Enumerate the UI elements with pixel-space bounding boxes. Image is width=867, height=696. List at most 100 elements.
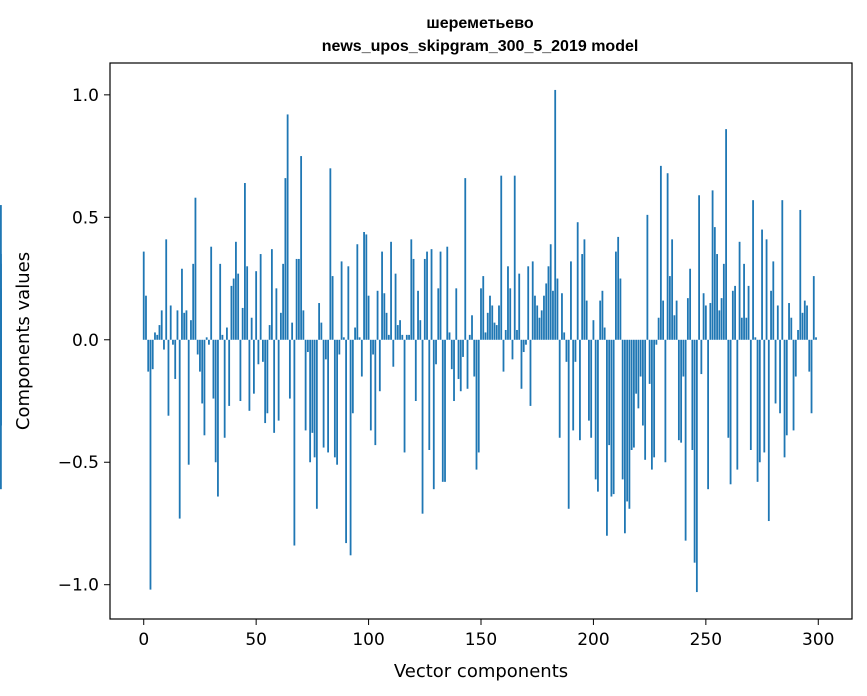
bar-component-165 <box>513 175 516 340</box>
bar-component-64 <box>286 114 289 340</box>
bar-component-146 <box>471 315 473 340</box>
bar-component-220 <box>637 339 640 409</box>
bar-component-143 <box>464 178 467 340</box>
bar-component-241 <box>684 339 687 541</box>
bar-component-175 <box>536 305 539 340</box>
bar-component-188 <box>565 339 568 362</box>
bar-component-2 <box>147 339 150 372</box>
bar-component-278 <box>767 339 770 522</box>
bar-component-233 <box>666 173 669 340</box>
bar-component-265 <box>738 241 741 340</box>
bar-component-28 <box>205 337 208 340</box>
bar-component-227 <box>653 339 656 458</box>
bar-component-244 <box>691 339 694 450</box>
bar-component-63 <box>284 178 287 340</box>
bar-component-10 <box>165 239 168 340</box>
bar-component-149 <box>477 339 480 453</box>
bar-component-69 <box>297 258 300 340</box>
bar-component-96 <box>358 337 361 340</box>
bar-component-263 <box>734 285 736 340</box>
bar-component-217 <box>630 339 633 450</box>
x-tick-label: 150 <box>465 630 497 650</box>
bar-component-242 <box>686 298 689 340</box>
bar-component-171 <box>527 266 530 340</box>
bar-component-184 <box>556 278 559 340</box>
bar-component-179 <box>545 283 548 340</box>
bar-component-237 <box>675 300 678 340</box>
bar-component-79 <box>320 322 323 340</box>
bar-component-43 <box>239 339 242 402</box>
bar-component-229 <box>657 317 660 340</box>
bar-component-187 <box>563 332 566 340</box>
bar-component-191 <box>572 339 575 431</box>
bar-component-142 <box>462 339 464 357</box>
bar-component-85 <box>333 339 336 458</box>
bar-component-260 <box>727 339 730 438</box>
bar-component-29 <box>208 339 210 345</box>
bar-component-257 <box>720 298 723 340</box>
bar-component-56 <box>268 325 271 340</box>
bar-component-46 <box>246 266 249 340</box>
chart-title-line-2: news_upos_skipgram_300_5_2019 model <box>322 38 639 55</box>
bar-component-209 <box>612 339 615 495</box>
bar-component-137 <box>450 339 453 370</box>
x-tick-label: 200 <box>577 630 609 650</box>
bar-component-273 <box>756 339 759 482</box>
bar-component-197 <box>585 300 588 340</box>
bar-component-12 <box>169 305 172 340</box>
bar-component-176 <box>538 317 541 340</box>
bar-component-295 <box>806 305 808 340</box>
bar-component-66 <box>291 322 294 340</box>
bar-component-67 <box>293 339 296 546</box>
bar-component-255 <box>716 254 718 340</box>
bar-component-198 <box>588 339 590 421</box>
bar-component-114 <box>399 320 401 340</box>
bar-component-178 <box>543 295 545 340</box>
bar-component-34 <box>219 263 222 340</box>
bar-component-91 <box>347 266 350 340</box>
bar-component-undefined <box>0 310 2 340</box>
bar-component-272 <box>754 337 757 340</box>
bar-component-1 <box>145 295 147 340</box>
bar-component-111 <box>392 339 395 367</box>
bar-component-174 <box>534 295 536 340</box>
bar-component-118 <box>408 334 410 340</box>
bar-component-99 <box>365 234 368 340</box>
bar-component-285 <box>783 339 786 458</box>
bar-component-150 <box>480 288 482 340</box>
bar-component-60 <box>277 339 280 421</box>
bar-component-136 <box>448 332 451 340</box>
bar-component-267 <box>743 263 745 340</box>
y-tick-label: 0.0 <box>72 331 99 351</box>
bar-component-154 <box>489 295 491 340</box>
bar-component-undefined <box>0 339 2 345</box>
bar-component-45 <box>244 183 246 340</box>
bar-component-207 <box>608 339 611 446</box>
bar-component-19 <box>185 310 188 340</box>
bar-component-100 <box>367 295 370 340</box>
bar-component-112 <box>394 273 397 340</box>
bar-component-11 <box>167 339 170 416</box>
bar-component-156 <box>493 322 496 340</box>
bar-component-152 <box>484 332 487 340</box>
bar-component-76 <box>313 339 316 458</box>
bar-component-17 <box>181 268 183 340</box>
bar-component-258 <box>722 263 725 340</box>
bar-component-31 <box>212 339 215 399</box>
bar-component-133 <box>441 339 444 482</box>
bar-component-177 <box>540 310 543 340</box>
bar-component-287 <box>788 303 790 340</box>
bar-component-277 <box>765 239 768 340</box>
bar-component-234 <box>668 276 671 340</box>
bar-component-129 <box>432 339 435 490</box>
bar-component-200 <box>592 320 595 340</box>
bar-component-183 <box>554 89 557 340</box>
bar-component-218 <box>633 339 635 448</box>
bar-component-281 <box>774 339 777 404</box>
bar-component-6 <box>156 334 159 340</box>
bar-component-168 <box>520 339 523 389</box>
bar-component-8 <box>160 310 163 340</box>
bar-component-181 <box>549 244 552 340</box>
bar-component-16 <box>178 339 181 519</box>
bar-component-59 <box>275 288 278 340</box>
